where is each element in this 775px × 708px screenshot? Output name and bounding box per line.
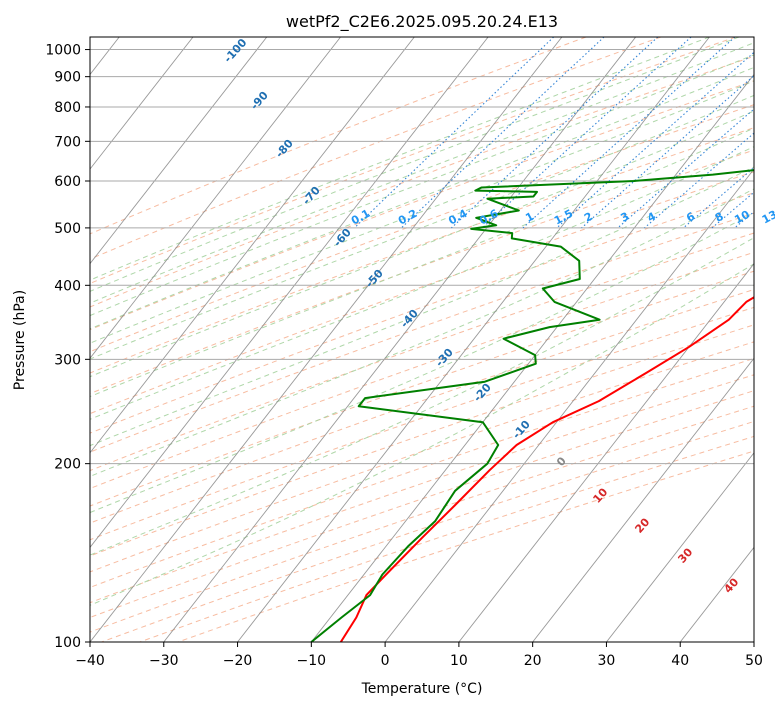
dry-adiabat [90,37,587,235]
y-tick-label: 1000 [45,43,81,59]
dry-adiabat [101,420,754,642]
x-tick-label: 50 [745,653,763,669]
mixing-ratio-label: 6 [684,210,697,225]
y-tick-label: 600 [54,174,81,190]
isotherm [90,37,341,359]
x-tick-label: −10 [297,653,327,669]
mixing-ratio-line [354,37,555,229]
mixing-ratio-label: 0.6 [477,207,501,228]
isotherm [384,168,754,642]
moist-adiabat [90,37,710,281]
chart-title: wetPf2_C2E6.2025.095.20.24.E13 [286,12,558,32]
mixing-ratio-line [401,37,605,229]
mixing-ratio-line [711,191,754,229]
dry-adiabat [90,390,754,618]
mixing-ratio-line [481,37,692,229]
y-tick-label: 500 [54,221,81,237]
mixing-ratio-label: 1 [523,210,536,225]
dry-adiabat-label: 10 [590,485,610,505]
moist-adiabat [90,188,754,477]
x-tick-label: −30 [149,653,179,669]
y-tick-label: 100 [54,635,81,651]
temperature-line [339,296,754,642]
mixing-ratio-line [451,37,659,229]
mixing-ratio-line [644,132,754,229]
y-axis-label: Pressure (hPa) [12,290,28,390]
dry-adiabat [90,55,754,308]
y-tick-label: 900 [54,70,81,86]
dewpoint-line [310,169,754,642]
dry-adiabat-label: 20 [632,515,652,535]
dry-adiabat-label: -100 [221,36,249,65]
dry-adiabat [90,37,736,285]
annotations: 0.10.20.40.611.52346810131620253036-100-… [221,36,775,596]
moist-adiabat [90,66,754,330]
isotherm [458,262,754,642]
axes: −40 −30 −20 −10 0 10 20 30 40 5010020030040050060… [45,43,763,669]
isotherm [163,37,637,642]
mixing-ratio-line [683,166,754,229]
x-tick-label: 10 [450,653,468,669]
dry-adiabat-label: 30 [675,545,695,565]
isotherm [90,37,194,170]
isotherm [237,37,710,642]
dry-adiabat [90,212,754,453]
dry-adiabat-label: -80 [273,137,296,161]
dry-adiabat-label: -20 [471,381,494,405]
isotherm [90,37,268,265]
x-tick-label: 0 [381,653,390,669]
moist-adiabat [90,37,740,292]
mixing-ratio-line [762,37,775,228]
mixing-ratio-label: 10 [732,208,752,227]
moist-adiabat [90,80,754,344]
isotherm [532,357,754,642]
x-tick-label: −40 [75,653,105,669]
dry-adiabat [90,306,754,541]
mixing-ratio-label: 3 [618,210,631,225]
dry-adiabat [90,37,662,260]
plot-frame [89,36,755,643]
dry-adiabat-label: -90 [248,89,271,113]
isotherm [606,452,754,642]
dry-adiabat [90,357,754,588]
dry-adiabat-label: 0 [554,454,569,469]
dry-adiabat [90,251,754,490]
dry-adiabat [90,171,754,415]
y-tick-label: 400 [54,278,81,294]
mixing-ratio-label: 1.5 [552,207,575,228]
x-tick-label: 30 [598,653,616,669]
isotherm [753,641,754,642]
dry-adiabat-label: -70 [300,184,323,208]
mixing-ratio-label: 0.4 [446,207,470,228]
mixing-ratio-line [617,108,754,229]
dry-adiabat-label: 40 [721,575,741,595]
dry-adiabat [90,192,754,434]
y-tick-label: 700 [54,134,81,150]
isotherm [310,73,754,642]
isotherm [90,37,563,642]
x-axis-label: Temperature (°C) [361,681,483,697]
dry-adiabat-label: -40 [398,307,421,331]
moist-adiabat [90,54,754,317]
isotherm [90,37,489,549]
moist-adiabat [90,127,754,398]
y-tick-label: 200 [54,457,81,473]
moist-adiabat [90,42,754,304]
data-series [310,169,754,642]
mixing-ratio-label: 13 [760,208,775,227]
isotherm [90,37,415,454]
y-tick-label: 800 [54,100,81,116]
moist-adiabat [90,166,754,447]
moist-adiabat [90,110,754,378]
dry-adiabat [90,341,754,573]
x-tick-label: 40 [671,653,689,669]
x-tick-label: −20 [223,653,253,669]
background-lines [90,37,775,642]
y-tick-label: 300 [54,352,81,368]
x-tick-label: 20 [524,653,542,669]
